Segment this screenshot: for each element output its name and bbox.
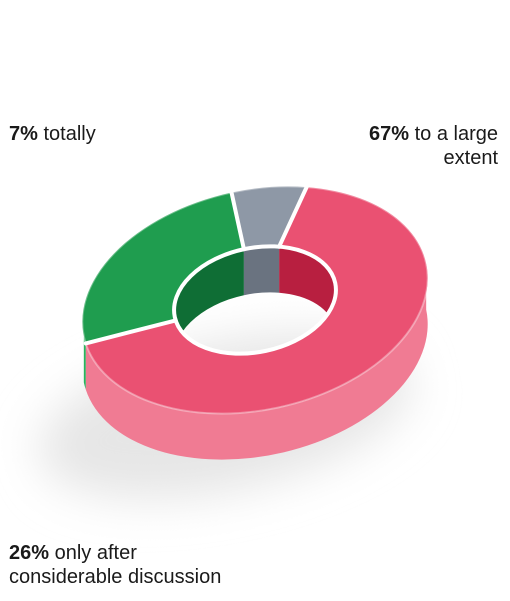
donut-chart [0, 0, 510, 601]
